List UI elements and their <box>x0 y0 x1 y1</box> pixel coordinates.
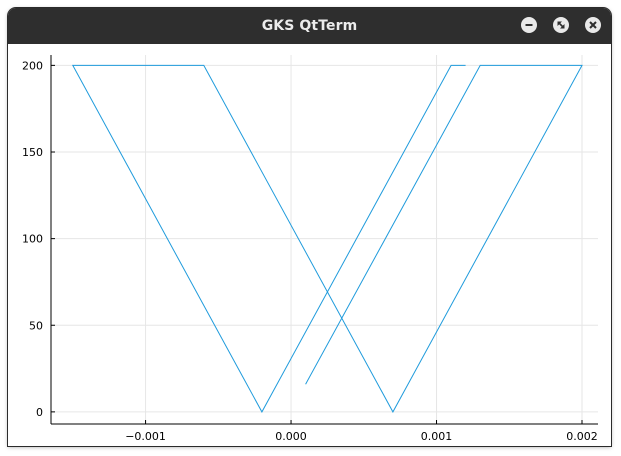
y-tick-label: 150 <box>22 146 43 159</box>
maximize-icon <box>557 21 565 29</box>
x-tick-label: 0.000 <box>275 430 307 443</box>
y-tick-label: 0 <box>36 406 43 419</box>
minimize-button[interactable] <box>521 17 537 33</box>
maximize-button[interactable] <box>553 17 569 33</box>
close-icon <box>589 21 597 29</box>
y-tick-label: 100 <box>22 233 43 246</box>
tick-marks <box>51 64 583 424</box>
x-tick-label: 0.002 <box>566 430 598 443</box>
title-bar[interactable]: GKS QtTerm <box>8 8 611 44</box>
window-controls <box>521 17 601 33</box>
series-line <box>71 64 583 413</box>
close-button[interactable] <box>585 17 601 33</box>
window-title: GKS QtTerm <box>261 18 358 34</box>
app-window: GKS QtTerm <box>8 8 611 446</box>
x-tick-label: 0.001 <box>421 430 453 443</box>
y-tick-label: 50 <box>29 319 43 332</box>
x-tick-label: −0.001 <box>125 430 166 443</box>
y-tick-label: 200 <box>22 59 43 72</box>
plot-area: −0.001 0.000 0.001 0.002 0 50 100 150 200 <box>8 44 611 446</box>
series-layer <box>71 64 583 413</box>
tick-labels: −0.001 0.000 0.001 0.002 0 50 100 150 200 <box>22 59 598 443</box>
grid-lines <box>51 55 598 424</box>
line-chart: −0.001 0.000 0.001 0.002 0 50 100 150 200 <box>22 55 598 443</box>
axes <box>50 55 598 425</box>
minimize-icon <box>525 24 533 26</box>
